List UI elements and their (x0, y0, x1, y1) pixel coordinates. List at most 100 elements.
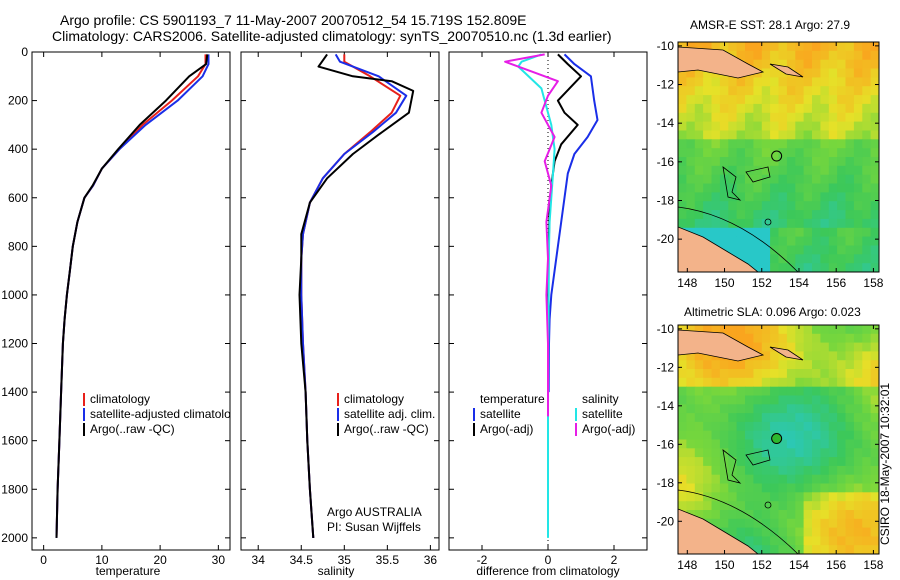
map-cell (862, 483, 872, 493)
map-cell (761, 448, 771, 458)
map-cell (686, 474, 696, 485)
map-cell (694, 112, 704, 123)
map-cell (837, 325, 847, 335)
map-cell (862, 386, 872, 397)
map-cell (703, 395, 713, 405)
map-cell (719, 201, 729, 211)
series-argo-raw-qc (298, 53, 415, 538)
map-cell (728, 386, 738, 397)
map-cell (837, 112, 847, 123)
map-cell (870, 369, 879, 379)
map-cell (795, 157, 805, 167)
difference-xlabel: difference from climatology (476, 564, 619, 578)
map-cell (828, 333, 838, 344)
map-cell (745, 333, 754, 344)
map-cell (694, 457, 704, 467)
map-cell (711, 518, 721, 529)
map-cell (845, 59, 855, 70)
map-cell (845, 545, 855, 554)
map-cell (761, 474, 771, 485)
map-cell (862, 77, 872, 87)
map-cell (853, 218, 863, 229)
map-cell (786, 42, 796, 52)
map-cell (719, 130, 729, 140)
map-cell (686, 430, 696, 441)
map-cell (745, 527, 754, 537)
map-cell (719, 492, 729, 502)
map-cell (753, 404, 763, 414)
map-cell (795, 421, 805, 432)
map-cell (853, 377, 863, 388)
map-cell (812, 157, 821, 167)
map-cell (703, 377, 713, 388)
map-cell (803, 112, 813, 123)
map-cell (678, 325, 687, 335)
map-cell (795, 68, 805, 78)
map-cell (795, 501, 805, 511)
map-cell (853, 325, 863, 335)
x-tick-label: 0 (545, 553, 552, 567)
map-cell (778, 474, 788, 485)
map-cell (778, 112, 788, 123)
map-cell (678, 430, 687, 441)
reef-outline (745, 166, 771, 183)
map-cell (812, 59, 821, 70)
map-cell (820, 139, 830, 149)
map-cell (703, 492, 713, 502)
map-cell (845, 236, 855, 246)
map-cell (694, 218, 704, 229)
map-cell (753, 245, 763, 255)
map-cell (870, 245, 879, 255)
map-cell (770, 95, 780, 105)
map-cell (820, 465, 830, 476)
map-cell (694, 351, 704, 361)
map-cell (711, 139, 721, 149)
map-cell (853, 360, 863, 370)
map-cell (795, 95, 805, 105)
map-cell (828, 68, 838, 78)
map-cell (719, 430, 729, 441)
map-cell (845, 483, 855, 493)
map-cell (786, 474, 796, 485)
map-cell (770, 42, 780, 52)
map-cell (711, 236, 721, 246)
map-cell (711, 210, 721, 220)
map-cell (694, 413, 704, 423)
argo-position-marker (771, 433, 783, 445)
map-cell (694, 483, 704, 493)
map-cell (828, 86, 838, 96)
map-cell (728, 139, 738, 149)
map-cell (803, 483, 813, 493)
map-cell (862, 95, 872, 105)
map-cell (837, 130, 847, 140)
map-cell (862, 42, 872, 52)
y-tick-label: 200 (8, 94, 28, 108)
map-cell (678, 421, 687, 432)
map-cell (795, 325, 805, 335)
map-cell (753, 474, 763, 485)
map-cell (703, 86, 713, 96)
map-cell (686, 86, 696, 96)
legend-label-satellite-adj: satellite adj. clim. (344, 407, 435, 421)
map-cell (728, 201, 738, 211)
map-cell (678, 369, 687, 379)
map-cell (711, 457, 721, 467)
map-cell (778, 130, 788, 140)
reef-outline (722, 166, 742, 201)
map-cell (728, 210, 738, 220)
map-cell (703, 457, 713, 467)
map-cell (678, 192, 687, 202)
map-cell (753, 325, 763, 335)
map-cell (703, 439, 713, 449)
map-cell (812, 77, 821, 87)
x-tick-label: 35 (338, 553, 352, 567)
map-cell (862, 333, 872, 344)
map-cell (795, 139, 805, 149)
annotation-argo-australia: Argo AUSTRALIA (327, 505, 422, 519)
map-cell (703, 218, 713, 229)
map-cell (770, 545, 780, 554)
map-cell (820, 325, 830, 335)
map-cell (853, 112, 863, 123)
map-cell (820, 492, 830, 502)
map-cell (795, 448, 805, 458)
